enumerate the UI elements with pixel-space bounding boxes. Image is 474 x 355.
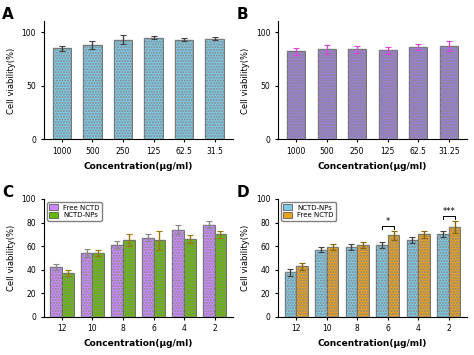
Bar [154, 240, 165, 317]
Bar [83, 45, 101, 140]
Bar [348, 49, 366, 140]
Bar [92, 253, 104, 317]
Bar [449, 227, 460, 317]
Bar [346, 247, 357, 317]
Bar [215, 234, 226, 317]
Bar [184, 239, 196, 317]
Legend: NCTD-NPs, Free NCTD: NCTD-NPs, Free NCTD [282, 202, 336, 220]
Bar [142, 238, 154, 317]
Bar [437, 234, 449, 317]
Bar [296, 266, 308, 317]
Text: *: * [386, 217, 390, 226]
Bar [439, 46, 458, 140]
Bar [388, 235, 399, 317]
Bar [407, 240, 418, 317]
Bar [357, 245, 369, 317]
Bar [111, 245, 123, 317]
Bar [173, 230, 184, 317]
Bar [315, 250, 327, 317]
Bar [284, 272, 296, 317]
Y-axis label: Cell viability(%): Cell viability(%) [7, 225, 16, 291]
X-axis label: Concentration(μg/ml): Concentration(μg/ml) [83, 339, 193, 348]
Bar [50, 267, 62, 317]
Bar [318, 49, 336, 140]
Bar [62, 273, 73, 317]
Bar [53, 48, 71, 140]
Bar [346, 247, 357, 317]
Bar [203, 225, 215, 317]
Bar [318, 49, 336, 140]
Bar [114, 40, 132, 140]
Text: B: B [236, 7, 248, 22]
Bar [437, 234, 449, 317]
Y-axis label: Cell viability(%): Cell viability(%) [7, 47, 16, 114]
Bar [154, 240, 165, 317]
Bar [215, 234, 226, 317]
Bar [287, 51, 305, 140]
Bar [81, 253, 92, 317]
Bar [205, 39, 224, 140]
Bar [175, 40, 193, 140]
Bar [50, 267, 62, 317]
Text: D: D [236, 185, 249, 200]
Bar [173, 230, 184, 317]
Bar [205, 39, 224, 140]
Bar [379, 50, 397, 140]
Bar [376, 245, 388, 317]
Bar [449, 227, 460, 317]
Bar [287, 51, 305, 140]
Bar [111, 245, 123, 317]
Bar [315, 250, 327, 317]
Bar [409, 47, 428, 140]
Text: A: A [2, 7, 14, 22]
Text: ***: *** [442, 207, 455, 216]
Bar [439, 46, 458, 140]
Bar [123, 240, 135, 317]
Bar [296, 266, 308, 317]
Bar [175, 40, 193, 140]
Bar [62, 273, 73, 317]
Bar [357, 245, 369, 317]
Bar [409, 47, 428, 140]
Bar [123, 240, 135, 317]
Y-axis label: Cell viability(%): Cell viability(%) [241, 47, 250, 114]
Bar [418, 234, 430, 317]
Bar [92, 253, 104, 317]
X-axis label: Concentration(μg/ml): Concentration(μg/ml) [83, 162, 193, 170]
Bar [53, 48, 71, 140]
Bar [407, 240, 418, 317]
Bar [327, 247, 338, 317]
Bar [284, 272, 296, 317]
Bar [145, 38, 163, 140]
X-axis label: Concentration(μg/ml): Concentration(μg/ml) [318, 339, 427, 348]
Bar [184, 239, 196, 317]
Bar [376, 245, 388, 317]
Bar [203, 225, 215, 317]
Bar [388, 235, 399, 317]
Bar [83, 45, 101, 140]
Bar [379, 50, 397, 140]
Legend: Free NCTD, NCTD-NPs: Free NCTD, NCTD-NPs [47, 202, 102, 220]
Bar [145, 38, 163, 140]
Y-axis label: Cell viability(%): Cell viability(%) [241, 225, 250, 291]
Bar [81, 253, 92, 317]
X-axis label: Concentration(μg/ml): Concentration(μg/ml) [318, 162, 427, 170]
Bar [114, 40, 132, 140]
Bar [418, 234, 430, 317]
Bar [348, 49, 366, 140]
Bar [327, 247, 338, 317]
Text: C: C [2, 185, 13, 200]
Bar [142, 238, 154, 317]
